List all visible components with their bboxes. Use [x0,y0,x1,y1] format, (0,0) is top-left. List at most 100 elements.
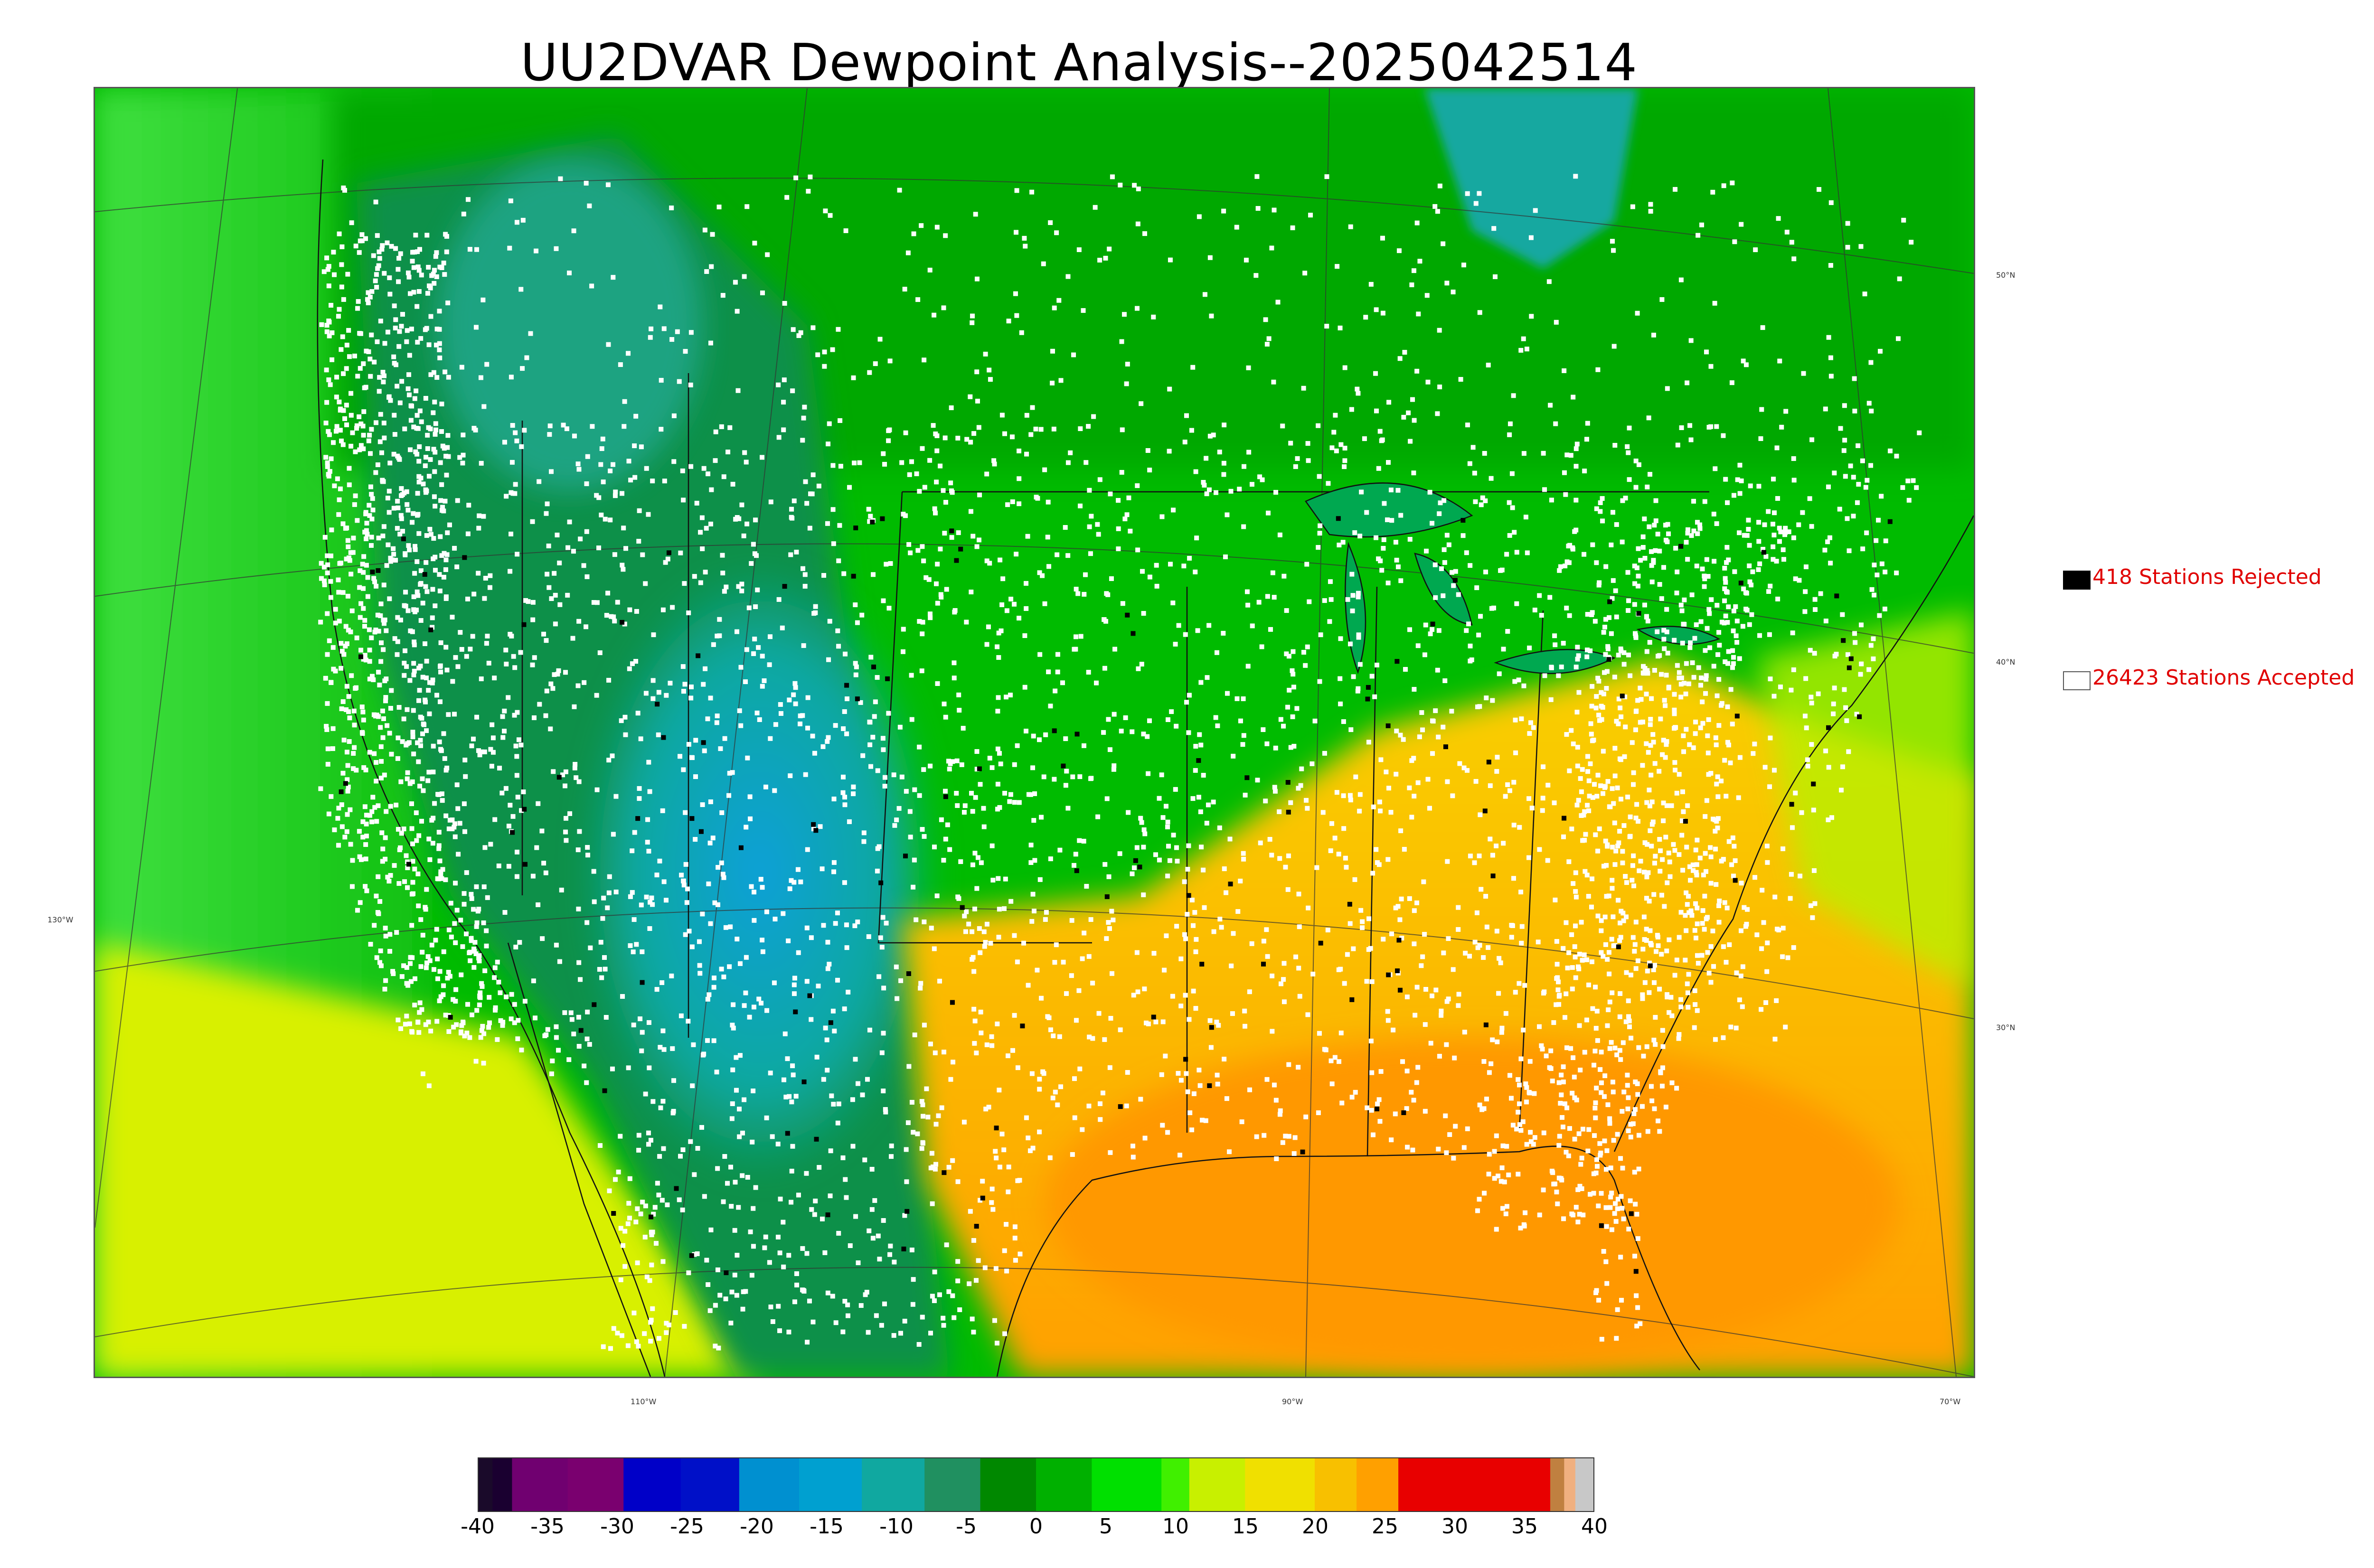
station-accepted-marker [1573,1204,1579,1210]
station-accepted-marker [938,463,943,469]
station-accepted-marker [650,479,655,484]
station-accepted-marker [346,694,351,699]
station-accepted-marker [1141,611,1146,616]
station-accepted-marker [405,328,410,333]
station-accepted-marker [656,690,661,695]
station-accepted-marker [955,1259,961,1264]
station-accepted-marker [1138,1097,1143,1102]
station-accepted-marker [669,337,675,342]
station-accepted-marker [1356,594,1361,600]
station-accepted-marker [977,537,982,543]
station-accepted-marker [377,249,382,254]
station-accepted-marker [1205,675,1210,680]
station-rejected-marker [401,536,406,542]
station-accepted-marker [1716,630,1722,635]
station-accepted-marker [1774,998,1779,1003]
station-accepted-marker [608,1346,613,1351]
station-accepted-marker [1504,552,1509,557]
station-accepted-marker [1637,868,1642,873]
station-rejected-marker [1397,987,1403,993]
station-accepted-marker [1790,825,1795,830]
station-accepted-marker [456,852,461,857]
station-accepted-marker [1649,822,1655,827]
station-accepted-marker [1261,727,1266,732]
station-accepted-marker [842,795,848,800]
station-accepted-marker [361,554,367,559]
station-accepted-marker [1690,660,1695,666]
station-accepted-marker [438,994,443,999]
station-accepted-marker [654,873,659,878]
station-accepted-marker [1630,204,1635,209]
station-accepted-marker [744,647,749,652]
station-rejected-marker [1052,728,1057,733]
station-accepted-marker [1649,1098,1655,1103]
station-accepted-marker [1048,856,1053,862]
station-accepted-marker [356,299,361,304]
station-accepted-marker [424,233,430,238]
station-accepted-marker [612,1177,618,1182]
station-accepted-marker [1724,905,1730,911]
station-accepted-marker [367,294,373,300]
station-accepted-marker [1377,799,1382,805]
station-accepted-marker [357,447,362,452]
station-accepted-marker [479,981,484,986]
station-accepted-marker [1575,964,1581,969]
station-accepted-marker [961,1119,967,1125]
station-accepted-marker [1095,814,1101,819]
station-accepted-marker [1333,413,1338,418]
station-accepted-marker [369,492,374,497]
station-accepted-marker [496,864,501,869]
station-rejected-marker [1104,894,1110,899]
station-accepted-marker [500,1023,505,1028]
station-accepted-marker [931,423,936,428]
station-accepted-marker [1024,606,1029,611]
station-accepted-marker [432,399,437,404]
station-accepted-marker [331,250,336,255]
station-accepted-marker [635,1260,640,1266]
station-accepted-marker [1550,1079,1555,1084]
station-accepted-marker [1626,998,1631,1004]
station-accepted-marker [329,527,334,533]
station-accepted-marker [1630,935,1636,940]
station-accepted-marker [1614,719,1619,724]
station-accepted-marker [1023,244,1028,249]
station-accepted-marker [704,269,709,274]
station-accepted-marker [1055,1102,1060,1108]
station-accepted-marker [326,264,331,269]
station-accepted-marker [1170,601,1176,606]
station-accepted-marker [887,1252,893,1257]
station-accepted-marker [978,1198,983,1203]
station-accepted-marker [1606,893,1611,899]
station-accepted-marker [500,735,506,740]
station-accepted-marker [410,841,415,846]
station-accepted-marker [886,711,891,716]
station-accepted-marker [1159,1072,1164,1077]
station-accepted-marker [635,1206,640,1211]
station-accepted-marker [321,578,327,583]
station-accepted-marker [1206,623,1212,628]
station-accepted-marker [1582,552,1587,557]
station-accepted-marker [1691,498,1696,504]
station-accepted-marker [1347,921,1353,926]
station-accepted-marker [706,471,711,477]
station-accepted-marker [647,1065,652,1070]
station-accepted-marker [1052,305,1057,310]
station-accepted-marker [1122,516,1128,522]
station-accepted-marker [416,289,422,294]
station-accepted-marker [1452,1055,1457,1061]
station-accepted-marker [1777,358,1782,364]
station-accepted-marker [383,695,388,700]
station-accepted-marker [857,460,862,465]
station-rejected-marker [592,1002,597,1007]
station-accepted-marker [1407,627,1413,632]
station-accepted-marker [1652,523,1657,528]
station-accepted-marker [1243,792,1248,798]
station-accepted-marker [380,846,386,852]
station-accepted-marker [1017,501,1022,507]
station-accepted-marker [1618,1255,1623,1260]
station-accepted-marker [1355,688,1360,694]
station-accepted-marker [781,400,786,405]
station-accepted-marker [1519,924,1525,929]
station-accepted-marker [937,978,942,984]
